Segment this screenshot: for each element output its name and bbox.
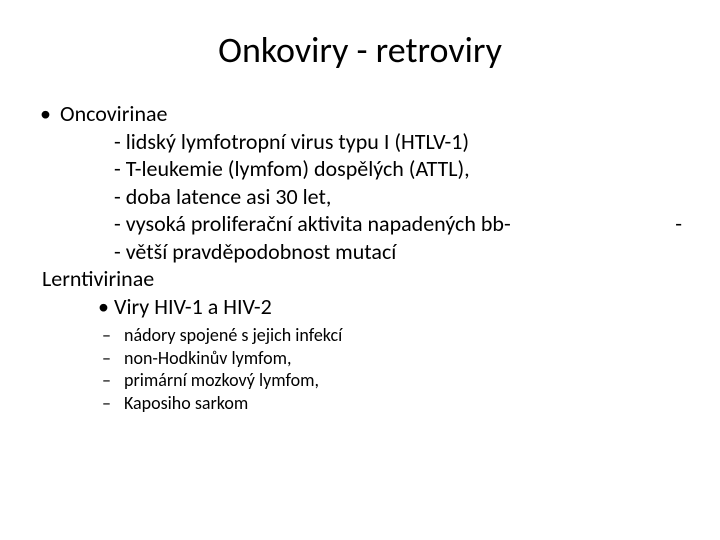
line-htlv1: - lidský lymfotropní virus typu I (HTLV-… — [36, 128, 684, 156]
bullet-hiv: Viry HIV-1 a HIV-2 — [36, 293, 684, 321]
line-lerntivirinae: Lerntivirinae — [36, 265, 684, 293]
line-attl: - T-leukemie (lymfom) dospělých (ATTL), — [36, 155, 684, 183]
line-latence: - doba latence asi 30 let, — [36, 183, 684, 211]
dash-nadory: nádory spojené s jejich infekcí — [36, 324, 684, 347]
dash-kaposi: Kaposiho sarkom — [36, 392, 684, 415]
line-proliferace-dash: - — [675, 210, 682, 238]
dash-list: nádory spojené s jejich infekcí non-Hodk… — [36, 324, 684, 414]
line-proliferace: - vysoká proliferační aktivita napadenýc… — [36, 210, 684, 238]
line-proliferace-text: - vysoká proliferační aktivita napadenýc… — [114, 210, 511, 237]
bullet-oncovirinae: Oncovirinae — [36, 100, 684, 128]
line-mutace: - větší pravděpodobnost mutací — [36, 238, 684, 266]
dash-mozkovy: primární mozkový lymfom, — [36, 369, 684, 392]
slide-body: Oncovirinae - lidský lymfotropní virus t… — [36, 100, 684, 414]
slide: Onkoviry - retroviry Oncovirinae - lidsk… — [0, 0, 720, 540]
slide-title: Onkoviry - retroviry — [36, 28, 684, 72]
dash-nonhodkin: non-Hodkinův lymfom, — [36, 347, 684, 370]
